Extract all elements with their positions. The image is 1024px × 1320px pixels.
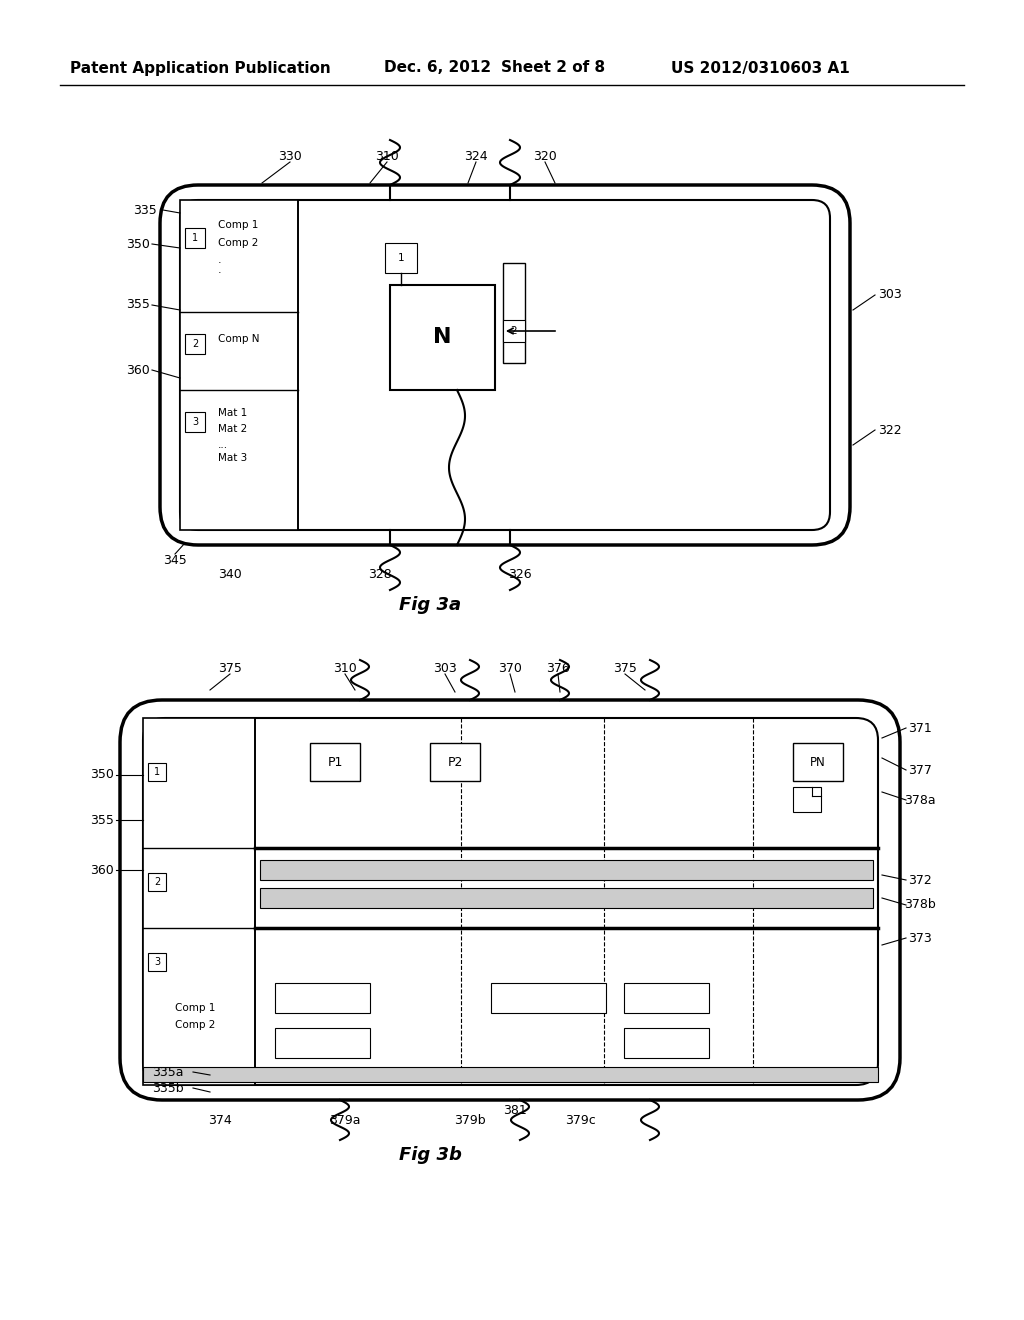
- Bar: [793, 787, 821, 812]
- Text: 303: 303: [879, 289, 902, 301]
- Text: 376: 376: [546, 661, 570, 675]
- Text: 1: 1: [397, 253, 404, 263]
- Bar: [180, 201, 298, 531]
- Text: PN: PN: [810, 755, 826, 768]
- Text: 326: 326: [508, 569, 531, 582]
- Bar: [143, 1067, 878, 1082]
- Text: Comp 1: Comp 1: [175, 1003, 215, 1012]
- Text: 310: 310: [375, 150, 399, 164]
- Text: 1: 1: [154, 767, 160, 777]
- Text: 372: 372: [908, 874, 932, 887]
- Text: 345: 345: [163, 553, 186, 566]
- Text: Comp N: Comp N: [218, 334, 259, 345]
- Text: 2: 2: [511, 326, 517, 337]
- Bar: [275, 1028, 370, 1059]
- Text: .: .: [218, 265, 221, 275]
- Text: Fig 3a: Fig 3a: [399, 597, 461, 614]
- Text: Comp 2: Comp 2: [218, 238, 258, 248]
- Text: 330: 330: [279, 150, 302, 164]
- Text: 360: 360: [90, 863, 114, 876]
- Text: 377: 377: [908, 763, 932, 776]
- Text: 2: 2: [191, 339, 198, 348]
- Text: 335a: 335a: [153, 1065, 183, 1078]
- Text: Comp 2: Comp 2: [175, 1020, 215, 1030]
- Bar: [624, 983, 709, 1012]
- Text: Patent Application Publication: Patent Application Publication: [70, 61, 331, 75]
- Bar: [260, 888, 873, 908]
- Bar: [490, 983, 605, 1012]
- Text: 378a: 378a: [904, 793, 936, 807]
- Text: Fig 3b: Fig 3b: [398, 1146, 462, 1164]
- Text: Mat 2: Mat 2: [218, 424, 247, 434]
- Bar: [260, 861, 873, 880]
- Text: 360: 360: [126, 363, 150, 376]
- Text: Dec. 6, 2012: Dec. 6, 2012: [384, 61, 492, 75]
- Text: 322: 322: [879, 424, 902, 437]
- Text: 371: 371: [908, 722, 932, 734]
- Text: 379a: 379a: [330, 1114, 360, 1126]
- Text: 379c: 379c: [564, 1114, 595, 1126]
- Text: Sheet 2 of 8: Sheet 2 of 8: [501, 61, 605, 75]
- Text: .: .: [218, 255, 221, 265]
- Text: 381: 381: [503, 1104, 527, 1117]
- Bar: [143, 718, 255, 1085]
- Bar: [310, 743, 360, 781]
- FancyBboxPatch shape: [120, 700, 900, 1100]
- Text: 350: 350: [90, 768, 114, 781]
- Text: N: N: [433, 327, 452, 347]
- Text: Mat 3: Mat 3: [218, 453, 247, 463]
- Text: 335b: 335b: [153, 1081, 184, 1094]
- Bar: [185, 228, 205, 248]
- Text: 355: 355: [90, 813, 114, 826]
- Text: 3: 3: [191, 417, 198, 426]
- Bar: [148, 953, 166, 972]
- Text: ...: ...: [218, 440, 228, 450]
- Bar: [148, 763, 166, 781]
- Text: P1: P1: [328, 755, 343, 768]
- Bar: [185, 334, 205, 354]
- Text: 373: 373: [908, 932, 932, 945]
- Text: 310: 310: [333, 661, 357, 675]
- Bar: [430, 743, 480, 781]
- Bar: [390, 285, 495, 389]
- Bar: [503, 319, 525, 342]
- Text: Comp 1: Comp 1: [218, 220, 258, 230]
- Text: 375: 375: [613, 661, 637, 675]
- Bar: [148, 873, 166, 891]
- Text: 375: 375: [218, 661, 242, 675]
- Text: 374: 374: [208, 1114, 231, 1126]
- Text: 3: 3: [154, 957, 160, 968]
- FancyBboxPatch shape: [160, 185, 850, 545]
- Text: Mat 1: Mat 1: [218, 408, 247, 418]
- Bar: [624, 1028, 709, 1059]
- Text: 378b: 378b: [904, 899, 936, 912]
- Text: 335: 335: [133, 203, 157, 216]
- Bar: [275, 983, 370, 1012]
- Text: 355: 355: [126, 298, 150, 312]
- FancyBboxPatch shape: [180, 201, 830, 531]
- Text: US 2012/0310603 A1: US 2012/0310603 A1: [671, 61, 849, 75]
- Text: 379b: 379b: [455, 1114, 485, 1126]
- Bar: [385, 243, 417, 273]
- Bar: [793, 743, 843, 781]
- Text: 350: 350: [126, 238, 150, 251]
- Text: 2: 2: [154, 876, 160, 887]
- Bar: [185, 412, 205, 432]
- Text: 370: 370: [498, 661, 522, 675]
- Text: 320: 320: [534, 150, 557, 164]
- Text: P2: P2: [447, 755, 463, 768]
- Text: 340: 340: [218, 569, 242, 582]
- Text: 303: 303: [433, 661, 457, 675]
- Text: 328: 328: [368, 569, 392, 582]
- FancyBboxPatch shape: [143, 718, 878, 1085]
- Text: 1: 1: [191, 234, 198, 243]
- Text: 324: 324: [464, 150, 487, 164]
- Bar: [503, 263, 525, 363]
